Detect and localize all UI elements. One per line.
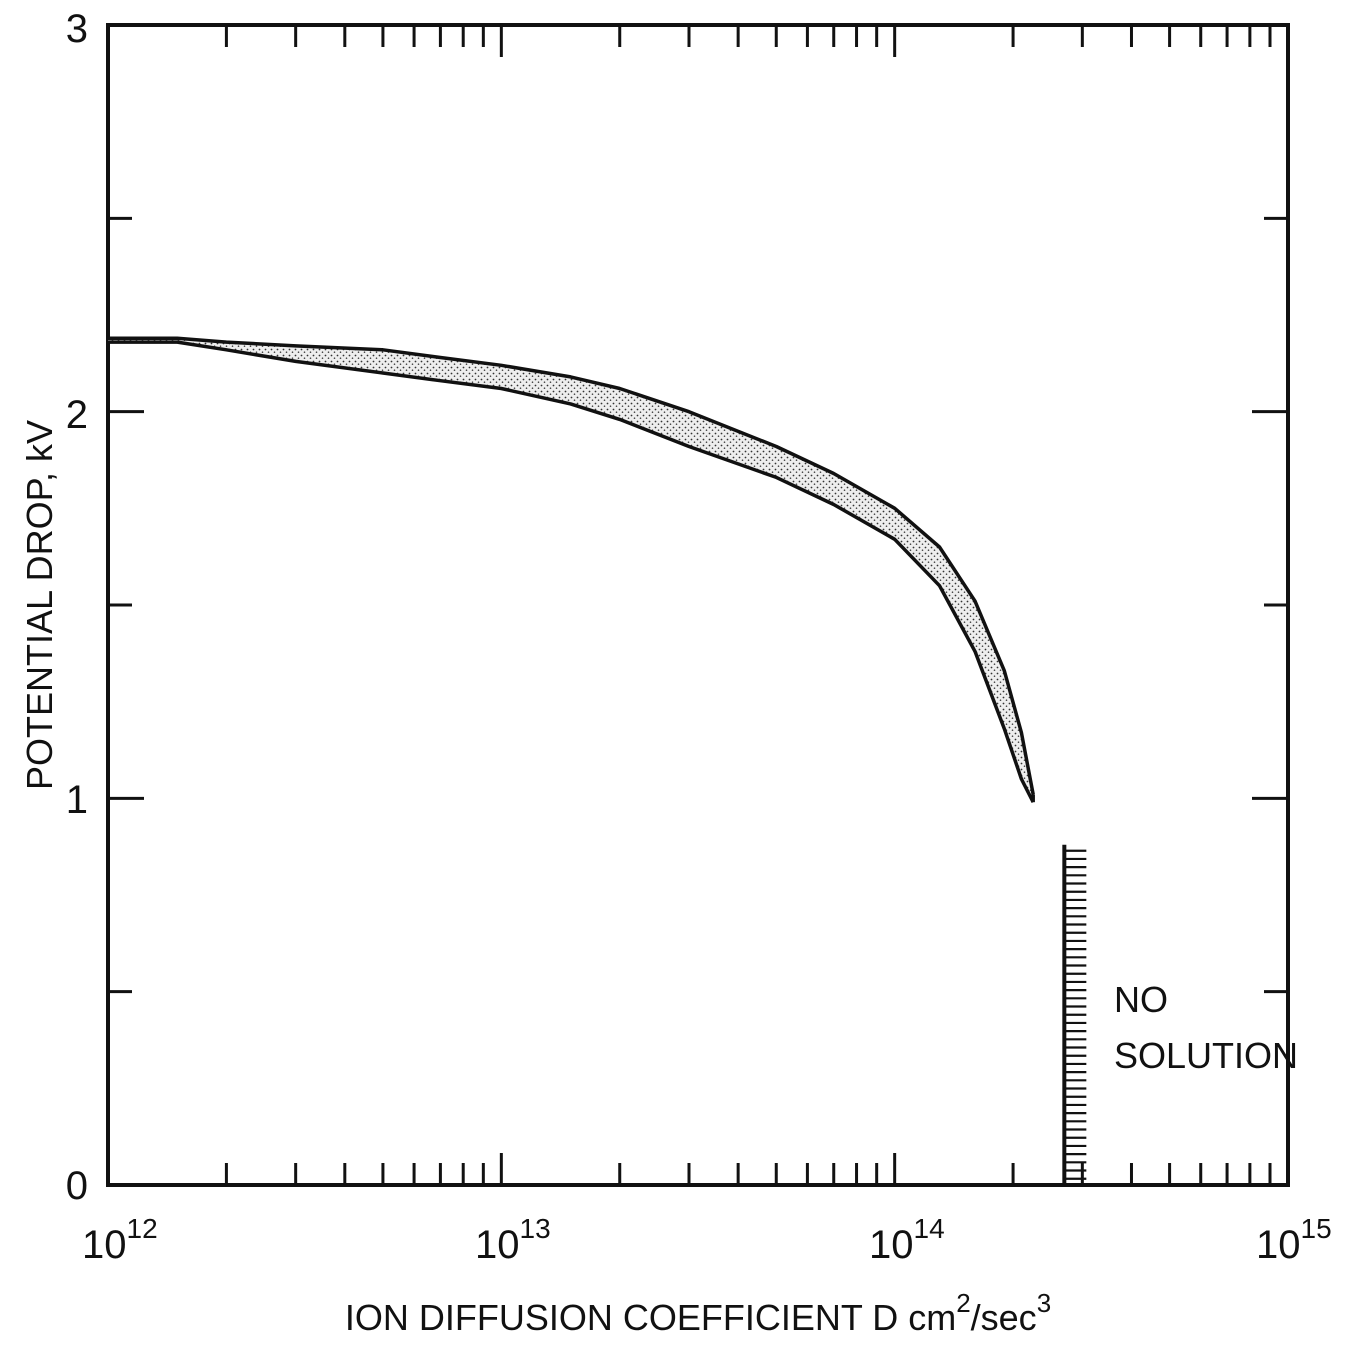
x-tick-label-1e15: 1015 [1256, 1213, 1332, 1267]
x-tick-label-1e13: 1013 [475, 1213, 551, 1267]
band-fill [108, 338, 1034, 803]
data-band [108, 336, 1035, 803]
y-axis-label: POTENTIAL DROP, kV [19, 420, 60, 790]
no-solution-region [1062, 844, 1087, 1185]
x-tick-labels: 1012 1013 1014 1015 [82, 1213, 1332, 1267]
x-axis-label: ION DIFFUSION COEFFICIENT D cm2/sec3 [345, 1288, 1051, 1338]
y-tick-label-0: 0 [66, 1164, 88, 1208]
y-tick-labels: 0 1 2 3 [66, 7, 88, 1208]
y-tick-label-1: 1 [66, 778, 88, 822]
band-lower-curve [108, 340, 1035, 803]
y-tick-label-3: 3 [66, 7, 88, 51]
axis-ticks [108, 25, 1288, 1185]
x-tick-label-1e14: 1014 [869, 1213, 945, 1267]
x-tick-label-1e12: 1012 [82, 1213, 158, 1267]
y-tick-label-2: 2 [66, 393, 88, 437]
no-solution-label-line2: SOLUTION [1114, 1035, 1298, 1076]
plot-frame [106, 23, 1290, 1187]
no-solution-label-line1: NO [1114, 979, 1168, 1020]
band-upper-curve [108, 336, 1035, 795]
